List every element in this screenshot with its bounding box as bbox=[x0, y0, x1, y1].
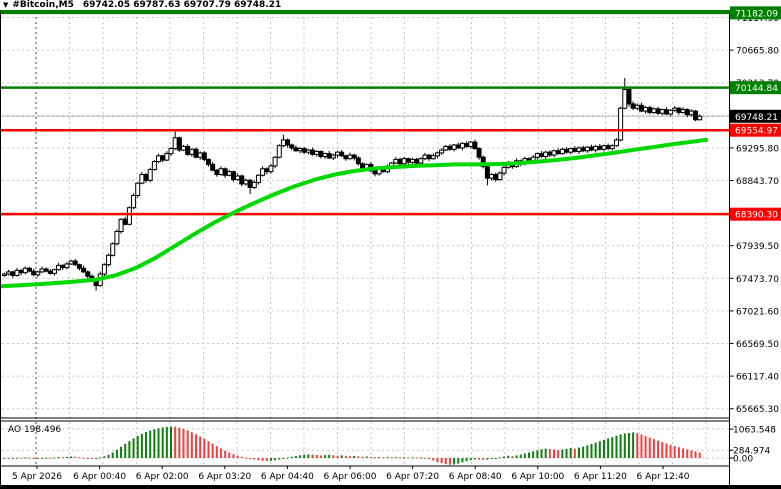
svg-text:69748.21: 69748.21 bbox=[735, 113, 778, 123]
price-level-badge: 70144.84 bbox=[730, 81, 781, 95]
moving-average-line bbox=[0, 137, 708, 289]
price-axis-label: 67473.70 bbox=[736, 275, 779, 285]
candlestick-series bbox=[2, 77, 703, 291]
ao-axis-label: 0.00 bbox=[733, 455, 753, 465]
time-axis-label: 6 Apr 07:20 bbox=[386, 472, 439, 482]
price-axis-label: 68843.70 bbox=[736, 177, 779, 187]
price-level-badge: 69554.97 bbox=[730, 123, 781, 137]
price-axis-label: 67021.60 bbox=[736, 307, 779, 317]
price-axis-label: 66117.40 bbox=[736, 373, 779, 383]
time-axis-label: 6 Apr 08:40 bbox=[449, 472, 502, 482]
ohlc-quote-label: 69742.05 69787.63 69707.79 69748.21 bbox=[82, 0, 282, 10]
price-axis-label: 70665.80 bbox=[736, 47, 779, 57]
svg-text:71182.09: 71182.09 bbox=[735, 9, 778, 19]
time-axis-label: 6 Apr 12:40 bbox=[637, 472, 690, 482]
time-axis-label: 6 Apr 02:00 bbox=[136, 472, 189, 482]
time-axis-label: 5 Apr 2026 bbox=[12, 472, 62, 482]
time-axis-label: 6 Apr 11:20 bbox=[574, 472, 627, 482]
price-level-badge: 68390.30 bbox=[730, 207, 781, 221]
price-axis-label: 69295.80 bbox=[736, 144, 779, 154]
price-axis-label: 67939.50 bbox=[736, 242, 779, 252]
price-level-badge: 71182.09 bbox=[730, 6, 781, 20]
svg-text:69554.97: 69554.97 bbox=[735, 127, 778, 137]
horizontal-levels bbox=[0, 11, 729, 216]
price-level-badges: 71182.09 70144.84 69748.21 69554.97 68390.30 bbox=[730, 6, 781, 221]
time-axis-label: 6 Apr 00:40 bbox=[73, 472, 126, 482]
ao-axis-label: 284.974 bbox=[733, 447, 770, 457]
panel-frame bbox=[0, 12, 781, 489]
ao-histogram bbox=[3, 426, 701, 465]
time-axis-label: 6 Apr 04:40 bbox=[261, 472, 314, 482]
symbol-dropdown-icon[interactable]: ▼ bbox=[3, 1, 9, 9]
svg-text:68390.30: 68390.30 bbox=[735, 211, 778, 221]
time-axis-label: 6 Apr 06:00 bbox=[324, 472, 377, 482]
time-axis-label: 6 Apr 10:00 bbox=[511, 472, 564, 482]
ao-label: AO 198.496 bbox=[8, 425, 61, 435]
price-axis-label: 66569.50 bbox=[736, 340, 779, 350]
symbol-period-label: #Bitcoin,M5 bbox=[12, 0, 74, 10]
ao-value-label: AO 198.496 bbox=[8, 425, 61, 435]
current-price-badge: 69748.21 bbox=[730, 109, 781, 123]
grid bbox=[2, 12, 729, 466]
chart-titlebar: ▼ #Bitcoin,M5 69742.05 69787.63 69707.79 6… bbox=[0, 0, 781, 12]
time-axis: 5 Apr 2026 6 Apr 00:40 6 Apr 02:00 6 Apr 03… bbox=[12, 466, 690, 482]
time-axis-label: 6 Apr 03:20 bbox=[198, 472, 251, 482]
svg-text:70144.84: 70144.84 bbox=[735, 84, 778, 94]
ao-axis-label: 1063.548 bbox=[733, 426, 776, 436]
price-axis-label: 65665.30 bbox=[736, 405, 779, 415]
